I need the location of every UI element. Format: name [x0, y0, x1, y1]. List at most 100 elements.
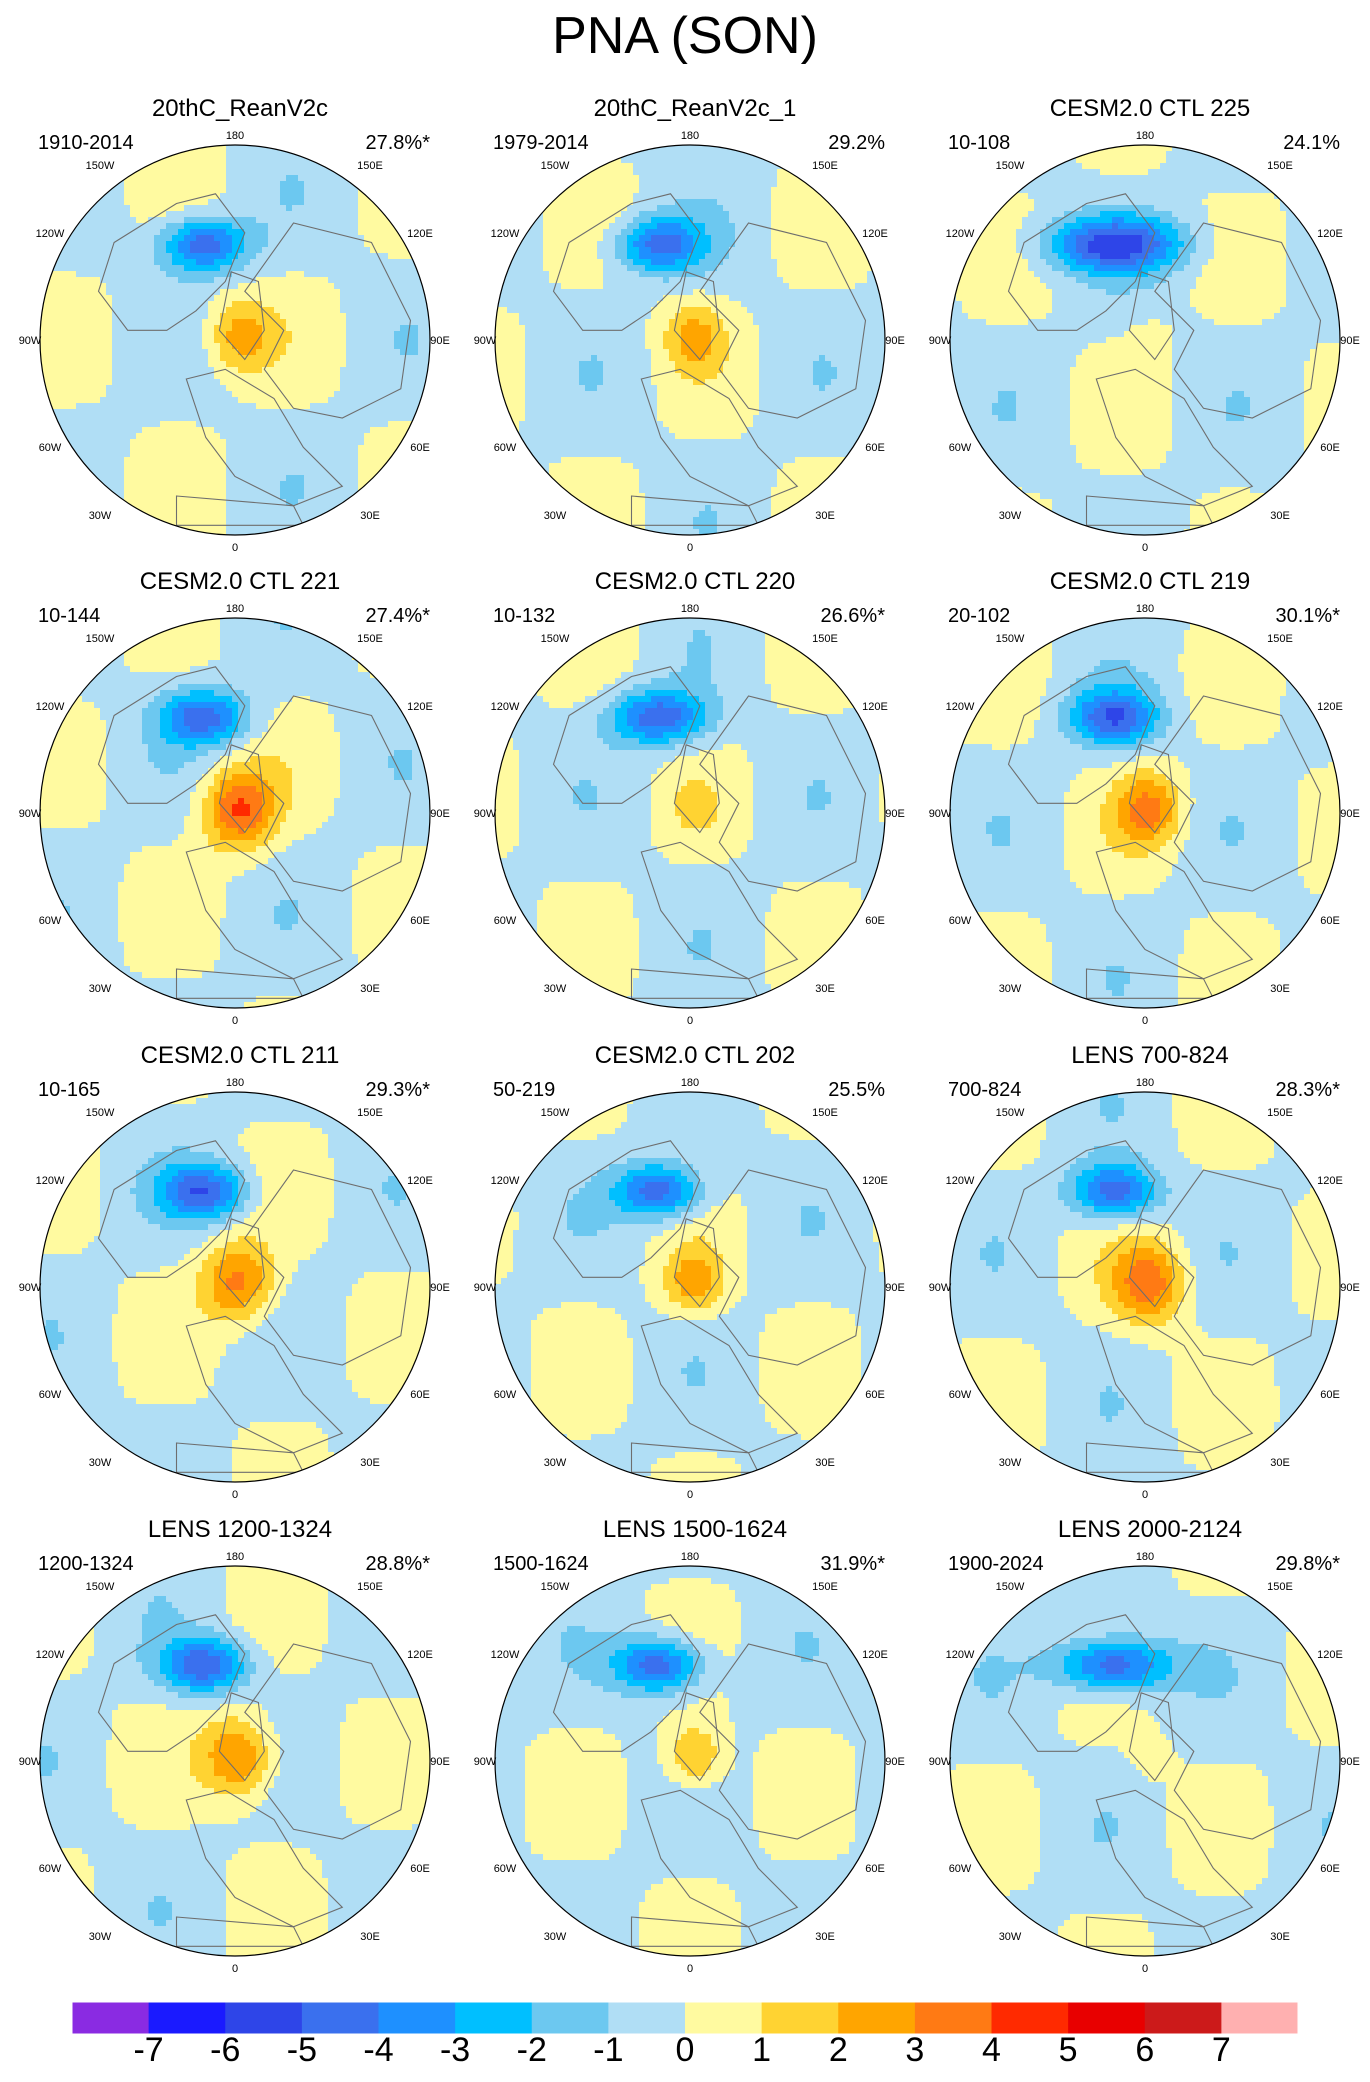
coastline: [1154, 1643, 1322, 1840]
anomaly-field: [950, 618, 1340, 1008]
colorbar-tick-label: -2: [502, 2030, 562, 2070]
coastline: [185, 368, 344, 507]
longitude-label: 60W: [39, 1863, 62, 1875]
map-panel: LENS 2000-2124 1900-2024 29.8%* 180 150E 120E…: [929, 1516, 1360, 1976]
map-panel: LENS 700-824 700-824 28.3%* 180 150E 120E 90E 6…: [929, 1042, 1360, 1502]
anomaly-field: [495, 1092, 885, 1482]
panel-variance-percent: 29.8%*: [1276, 1552, 1341, 1576]
panel-period: 10-132: [493, 604, 555, 628]
panel-period: 1910-2014: [38, 131, 134, 155]
colorbar-tick-label: -7: [119, 2030, 179, 2070]
longitude-label: 90W: [19, 335, 42, 347]
longitude-label: 90E: [1340, 1756, 1360, 1768]
longitude-label: 150E: [1267, 633, 1293, 645]
longitude-label: 120E: [862, 228, 888, 240]
panel-title: 20thC_ReanV2c_1: [485, 95, 905, 123]
coastline: [218, 1692, 265, 1782]
panel-variance-percent: 24.1%: [1283, 131, 1340, 155]
coastline: [699, 1643, 867, 1840]
coastline: [640, 1315, 799, 1454]
longitude-label: 30E: [815, 510, 835, 522]
longitude-label: 150E: [357, 1107, 383, 1119]
panel-period: 50-219: [493, 1078, 555, 1102]
longitude-label: 30W: [999, 1931, 1022, 1943]
longitude-label: 180: [1136, 1077, 1154, 1089]
longitude-label: 90W: [929, 808, 952, 820]
coastline: [185, 841, 344, 980]
panel-period: 20-102: [948, 604, 1010, 628]
longitude-label: 180: [1136, 130, 1154, 142]
longitude-label: 120E: [1317, 228, 1343, 240]
coastline: [244, 1169, 412, 1366]
coastline: [552, 666, 701, 804]
colorbar-tick-label: 2: [808, 2030, 868, 2070]
longitude-label: 60W: [494, 1863, 517, 1875]
longitude-label: 0: [1142, 1963, 1148, 1975]
coastline: [1154, 695, 1322, 892]
panel-period: 700-824: [948, 1078, 1021, 1102]
longitude-label: 150W: [996, 1581, 1025, 1593]
map-panel: CESM2.0 CTL 225 10-108 24.1% 180 150E 120E 90E…: [929, 95, 1360, 555]
panel-title: 20thC_ReanV2c: [30, 95, 450, 123]
longitude-label: 30E: [360, 510, 380, 522]
map-panel: CESM2.0 CTL 221 10-144 27.4%* 180 150E 120E 90…: [19, 568, 450, 1028]
coastline: [552, 1614, 701, 1752]
colorbar-tick-label: 0: [655, 2030, 715, 2070]
coastline: [1007, 1614, 1156, 1752]
longitude-label: 120E: [862, 1175, 888, 1187]
coastline: [640, 368, 799, 507]
coastline: [673, 1218, 720, 1308]
polar-map: 180 150E 120E 90E 60E 30E 0 30W 60W 90W 120W 150W: [474, 130, 905, 554]
map-boundary: [39, 1091, 431, 1483]
longitude-label: 150E: [812, 160, 838, 172]
longitude-label: 60E: [865, 1863, 885, 1875]
longitude-label: 60W: [494, 915, 517, 927]
longitude-label: 180: [681, 1077, 699, 1089]
coastline: [1095, 841, 1254, 980]
longitude-label: 120W: [36, 1175, 65, 1187]
longitude-label: 150E: [357, 1581, 383, 1593]
panel-period: 1900-2024: [948, 1552, 1044, 1576]
longitude-label: 120W: [946, 701, 975, 713]
coastline: [640, 1789, 799, 1928]
longitude-label: 60E: [1320, 442, 1340, 454]
longitude-label: 90W: [929, 1756, 952, 1768]
coastline: [1128, 744, 1175, 834]
longitude-label: 30W: [999, 1457, 1022, 1469]
polar-map: 180 150E 120E 90E 60E 30E 0 30W 60W 90W 120W 150W: [474, 603, 905, 1027]
longitude-label: 30E: [360, 1457, 380, 1469]
longitude-label: 150W: [996, 633, 1025, 645]
panel-title: LENS 2000-2124: [940, 1516, 1360, 1544]
map-panel: CESM2.0 CTL 220 10-132 26.6%* 180 150E 120E 90…: [474, 568, 905, 1028]
longitude-label: 30W: [89, 510, 112, 522]
map-panel: CESM2.0 CTL 211 10-165 29.3%* 180 150E 120E 90…: [19, 1042, 450, 1502]
polar-map: 180 150E 120E 90E 60E 30E 0 30W 60W 90W 120W 150W: [19, 603, 450, 1027]
panel-variance-percent: 27.4%*: [366, 604, 431, 628]
coastline: [699, 695, 867, 892]
longitude-label: 120W: [491, 228, 520, 240]
coastline: [244, 222, 412, 419]
anomaly-field: [40, 145, 430, 535]
longitude-label: 90W: [19, 808, 42, 820]
longitude-label: 30E: [815, 983, 835, 995]
panel-title: LENS 1500-1624: [485, 1516, 905, 1544]
longitude-label: 60W: [39, 1389, 62, 1401]
coastline: [218, 744, 265, 834]
longitude-label: 120W: [491, 1649, 520, 1661]
map-boundary: [949, 617, 1341, 1009]
longitude-label: 120E: [1317, 701, 1343, 713]
longitude-label: 30W: [544, 510, 567, 522]
longitude-label: 60E: [1320, 1863, 1340, 1875]
panel-period: 10-165: [38, 1078, 100, 1102]
coastline: [640, 841, 799, 980]
longitude-label: 120E: [407, 228, 433, 240]
longitude-label: 150E: [1267, 160, 1293, 172]
longitude-label: 180: [226, 603, 244, 615]
longitude-label: 150W: [996, 1107, 1025, 1119]
longitude-label: 0: [232, 1015, 238, 1027]
panel-period: 1500-1624: [493, 1552, 589, 1576]
longitude-label: 0: [232, 1489, 238, 1501]
longitude-label: 90E: [430, 335, 450, 347]
longitude-label: 90W: [474, 808, 497, 820]
coastline: [218, 271, 265, 361]
